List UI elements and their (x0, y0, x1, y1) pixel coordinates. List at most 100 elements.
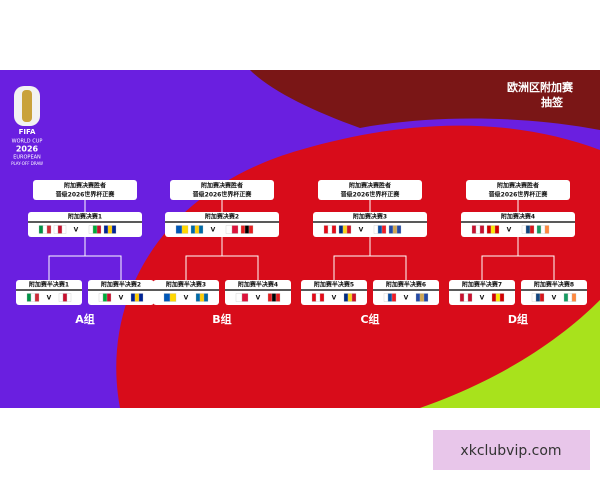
connector (185, 200, 259, 280)
flag (315, 293, 321, 302)
final-label: 附加赛决赛3 (353, 213, 387, 221)
flag (463, 293, 469, 302)
versus: V (47, 295, 52, 302)
flag (396, 225, 402, 234)
flag (195, 293, 201, 302)
winner-line: 晋级2026世界杯正赛 (489, 191, 549, 199)
semi-label: 附加赛半决赛5 (314, 281, 354, 289)
flag (58, 293, 64, 302)
flag (525, 225, 531, 234)
group-label: C组 (360, 312, 379, 326)
flag (57, 225, 63, 234)
flag (30, 293, 36, 302)
flag (383, 293, 389, 302)
flag (391, 293, 397, 302)
flag (495, 293, 501, 302)
flag (331, 225, 337, 234)
subtitle: 抽签 (541, 95, 564, 109)
flag (225, 225, 233, 234)
flag (536, 225, 542, 234)
flag (479, 225, 485, 234)
watermark: xkclubvip.com (460, 443, 561, 459)
flag (377, 225, 383, 234)
logo-brand: FIFA (19, 128, 36, 136)
flag (111, 225, 117, 234)
flag (388, 225, 394, 234)
flag (198, 225, 204, 234)
flag (66, 293, 72, 302)
winner-box (33, 180, 137, 200)
flag (387, 293, 393, 302)
flag (392, 225, 398, 234)
flag (529, 225, 535, 234)
connector (333, 200, 407, 280)
versus: V (332, 295, 337, 302)
flag (181, 225, 189, 234)
flag (88, 225, 94, 234)
flag (535, 293, 541, 302)
flag (190, 225, 196, 234)
flag (26, 293, 32, 302)
winner-line: 晋级2026世界杯正赛 (341, 191, 401, 199)
flag (471, 225, 477, 234)
semi-label: 附加赛半决赛4 (238, 281, 278, 289)
flag (203, 293, 209, 302)
flag (235, 293, 243, 302)
semi-label: 附加赛半决赛6 (386, 281, 426, 289)
flag (467, 293, 473, 302)
winner-line: 附加赛决赛胜者 (64, 182, 106, 190)
flag (244, 225, 250, 234)
title: 欧洲区附加赛 (507, 80, 574, 94)
versus: V (480, 295, 485, 302)
semi-label: 附加赛半决赛8 (534, 281, 574, 289)
flag (169, 293, 177, 302)
flag (42, 225, 48, 234)
versus: V (507, 227, 512, 234)
flag (53, 225, 59, 234)
flag (563, 293, 569, 302)
flag (96, 225, 102, 234)
semi-label: 附加赛半决赛1 (29, 281, 69, 289)
versus: V (119, 295, 124, 302)
flag (540, 225, 546, 234)
flag (381, 225, 387, 234)
versus: V (184, 295, 189, 302)
flag (61, 225, 67, 234)
flag (194, 225, 200, 234)
winner-line: 晋级2026世界杯正赛 (193, 191, 253, 199)
flag (248, 225, 254, 234)
flag (486, 225, 492, 234)
flag (102, 293, 108, 302)
flag (46, 225, 52, 234)
flag (275, 293, 281, 302)
flag (175, 225, 183, 234)
logo-event: WORLD CUP (12, 139, 43, 145)
flag (130, 293, 136, 302)
winner-line: 附加赛决赛胜者 (497, 182, 539, 190)
flag (319, 293, 325, 302)
versus: V (74, 227, 79, 234)
flag (98, 293, 104, 302)
flag (423, 293, 429, 302)
flag (38, 225, 44, 234)
flag (499, 293, 505, 302)
logo-region: EUROPEAN (13, 155, 41, 161)
flag (271, 293, 277, 302)
flag (531, 293, 537, 302)
versus: V (404, 295, 409, 302)
flag (346, 225, 352, 234)
winner-line: 晋级2026世界杯正赛 (56, 191, 116, 199)
flag (267, 293, 273, 302)
winner-line: 附加赛决赛胜者 (349, 182, 391, 190)
trophy (22, 90, 32, 122)
flag (567, 293, 573, 302)
group-label: D组 (508, 312, 528, 326)
versus: V (359, 227, 364, 234)
flag (338, 225, 344, 234)
semi-label: 附加赛半决赛2 (101, 281, 141, 289)
group-label: A组 (75, 312, 95, 326)
winner-box (466, 180, 570, 200)
flag (92, 225, 98, 234)
final-label: 附加赛决赛4 (501, 213, 535, 221)
